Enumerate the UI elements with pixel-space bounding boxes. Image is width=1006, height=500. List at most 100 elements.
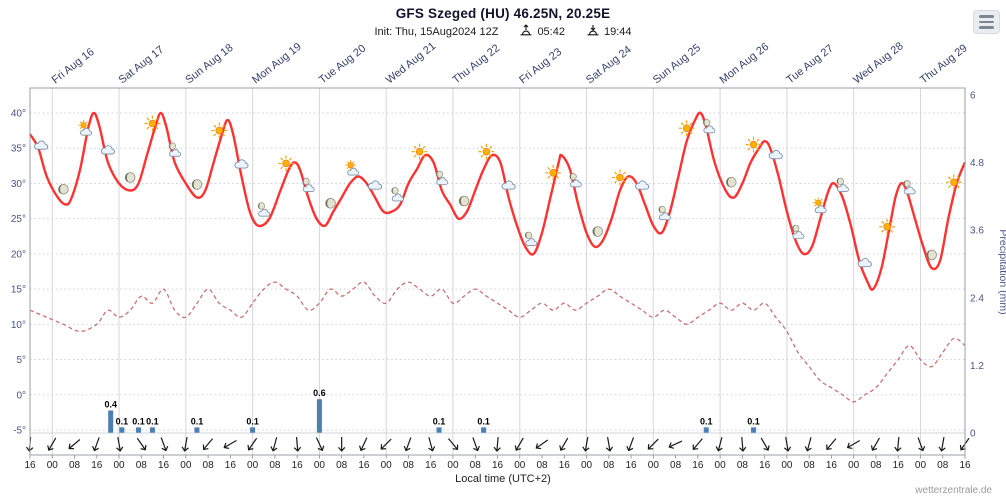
temp-axis-label: 25° bbox=[11, 214, 26, 225]
precip-bar-label: 0.1 bbox=[116, 416, 129, 426]
precip-bar bbox=[751, 427, 757, 433]
sun-icon bbox=[611, 169, 628, 186]
day-label: Mon Aug 26 bbox=[718, 41, 772, 87]
day-label: Tue Aug 20 bbox=[317, 43, 368, 87]
temp-axis-label: -5° bbox=[13, 426, 26, 437]
time-tick-label: 16 bbox=[425, 460, 437, 471]
time-tick-label: 16 bbox=[358, 460, 370, 471]
precip-bar bbox=[250, 427, 256, 433]
sun-icon bbox=[745, 136, 762, 153]
time-tick-label: 00 bbox=[848, 460, 860, 471]
precip-bar bbox=[194, 427, 200, 433]
moon-cloud-icon bbox=[836, 177, 850, 193]
time-tick-label: 00 bbox=[915, 460, 927, 471]
time-tick-label: 08 bbox=[937, 460, 949, 471]
wind-barb-icon bbox=[917, 437, 926, 452]
wind-barb-icon bbox=[315, 437, 325, 452]
wind-barb-icon bbox=[202, 438, 214, 451]
sun-icon bbox=[545, 164, 562, 181]
wind-barb-icon bbox=[535, 439, 549, 450]
wind-barb-icon bbox=[270, 437, 278, 452]
precip-axis-label: 6 bbox=[970, 91, 976, 102]
time-tick-label: 00 bbox=[781, 460, 793, 471]
moon-icon bbox=[191, 179, 203, 190]
precip-bar-label: 0.1 bbox=[146, 416, 159, 426]
precip-axis-label: 4.8 bbox=[970, 158, 984, 169]
day-label: Thu Aug 22 bbox=[450, 42, 502, 86]
time-tick-label: 08 bbox=[536, 460, 548, 471]
time-tick-label: 16 bbox=[626, 460, 638, 471]
time-tick-label: 08 bbox=[403, 460, 415, 471]
wind-barb-icon bbox=[493, 436, 501, 452]
wind-barb-icon bbox=[338, 437, 346, 452]
time-tick-label: 08 bbox=[670, 460, 682, 471]
wind-barb-icon bbox=[223, 439, 237, 450]
wind-barb-icon bbox=[605, 437, 614, 452]
precip-axis-label: 1.2 bbox=[970, 361, 984, 372]
wind-barb-icon bbox=[359, 437, 368, 452]
wind-barb-icon bbox=[626, 437, 635, 452]
time-tick-label: 08 bbox=[136, 460, 148, 471]
precip-bar-label: 0.1 bbox=[191, 416, 204, 426]
temp-axis-label: 40° bbox=[11, 109, 26, 120]
time-tick-label: 16 bbox=[959, 460, 971, 471]
time-tick-label: 16 bbox=[24, 460, 36, 471]
precip-bar-label: 0.1 bbox=[433, 416, 446, 426]
moon-icon bbox=[124, 172, 136, 183]
time-tick-label: 08 bbox=[603, 460, 615, 471]
time-tick-label: 16 bbox=[893, 460, 905, 471]
plot-border bbox=[29, 87, 966, 456]
wind-barb-icon bbox=[826, 438, 837, 451]
day-label: Sat Aug 24 bbox=[584, 44, 634, 87]
wind-barb-icon bbox=[472, 437, 480, 452]
xaxis-title: Local time (UTC+2) bbox=[455, 473, 551, 485]
wind-barb-icon bbox=[68, 439, 81, 450]
sun-icon bbox=[945, 174, 962, 191]
precip-bar-label: 0.1 bbox=[747, 416, 760, 426]
day-label: Mon Aug 19 bbox=[250, 41, 304, 87]
wind-barb-icon bbox=[428, 437, 436, 452]
wind-barb-icon bbox=[92, 437, 100, 452]
moon-cloud-icon bbox=[524, 231, 538, 247]
wind-barb-icon bbox=[870, 437, 880, 451]
precip-bar-label: 0.1 bbox=[246, 416, 259, 426]
time-tick-label: 00 bbox=[314, 460, 326, 471]
time-tick-label: 08 bbox=[737, 460, 749, 471]
precip-bar bbox=[108, 410, 114, 433]
wind-barb-icon bbox=[293, 436, 302, 452]
wind-barb-icon bbox=[403, 437, 412, 452]
day-label: Sat Aug 17 bbox=[117, 44, 167, 87]
menu-button[interactable] bbox=[973, 10, 1000, 34]
watermark: wetterzentrale.de bbox=[915, 485, 992, 496]
precip-axis-label: 3.6 bbox=[970, 226, 984, 237]
moon-cloud-icon bbox=[391, 186, 404, 202]
sun-icon bbox=[211, 122, 228, 139]
temp-axis-label: 10° bbox=[11, 320, 26, 331]
menu-bar-icon bbox=[979, 15, 994, 18]
time-tick-label: 16 bbox=[292, 460, 304, 471]
time-tick-label: 00 bbox=[113, 460, 125, 471]
wind-barb-icon bbox=[514, 437, 524, 451]
time-tick-label: 00 bbox=[648, 460, 660, 471]
day-label: Sun Aug 25 bbox=[651, 42, 703, 86]
wind-barb-icon bbox=[760, 437, 770, 451]
wind-barb-icon bbox=[582, 437, 590, 452]
wind-barb-icon bbox=[116, 437, 124, 452]
wind-barb-icon bbox=[739, 436, 747, 452]
time-tick-label: 16 bbox=[158, 460, 170, 471]
sun-cloud-icon bbox=[345, 159, 360, 176]
time-tick-label: 08 bbox=[203, 460, 215, 471]
wind-barb-icon bbox=[894, 436, 902, 452]
time-tick-label: 16 bbox=[225, 460, 237, 471]
time-tick-label: 00 bbox=[715, 460, 727, 471]
wind-barb-icon bbox=[783, 437, 792, 452]
time-tick-label: 00 bbox=[581, 460, 593, 471]
day-label: Thu Aug 29 bbox=[918, 42, 970, 86]
wind-barb-icon bbox=[846, 439, 861, 450]
moon-icon bbox=[458, 195, 470, 207]
day-label: Sun Aug 18 bbox=[183, 42, 235, 86]
moon-cloud-icon bbox=[257, 202, 271, 217]
precip-bar bbox=[136, 427, 142, 433]
precip-bar bbox=[316, 399, 322, 433]
